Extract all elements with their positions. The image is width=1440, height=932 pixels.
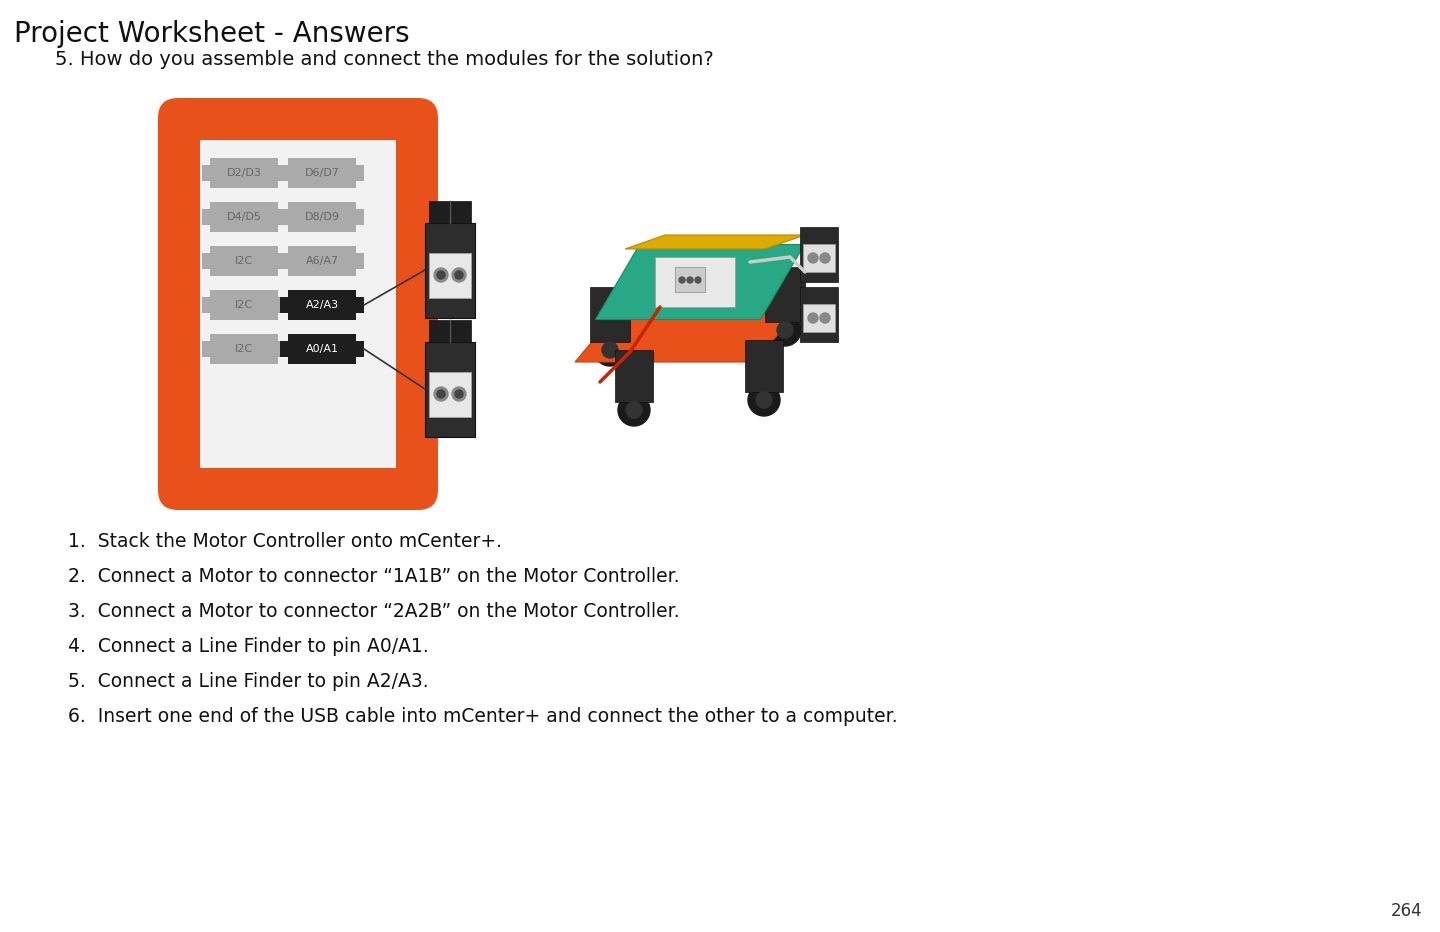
Bar [202,253,210,269]
Circle shape [618,394,649,426]
Bar [675,267,706,292]
Bar [356,165,364,181]
Bar [288,246,356,276]
Circle shape [680,277,685,283]
Text: 4.  Connect a Line Finder to pin A0/A1.: 4. Connect a Line Finder to pin A0/A1. [68,637,429,656]
Text: 3.  Connect a Motor to connector “2A2B” on the Motor Controller.: 3. Connect a Motor to connector “2A2B” o… [68,602,680,621]
Circle shape [436,390,445,398]
Bar [279,296,288,313]
Circle shape [808,253,818,263]
Bar [288,334,356,364]
Bar [279,165,288,181]
Polygon shape [575,302,805,362]
Text: A6/A7: A6/A7 [305,256,338,266]
Polygon shape [625,235,805,249]
Bar [615,350,652,402]
Bar [278,253,287,269]
Bar [210,202,278,232]
Text: 5.  Connect a Line Finder to pin A2/A3.: 5. Connect a Line Finder to pin A2/A3. [68,672,429,691]
Circle shape [433,387,448,401]
Text: D2/D3: D2/D3 [226,168,262,178]
Bar [279,253,288,269]
Polygon shape [596,244,805,320]
Bar [801,227,838,282]
FancyBboxPatch shape [158,98,438,510]
Text: A0/A1: A0/A1 [305,344,338,354]
Text: I2C: I2C [235,300,253,310]
Text: 5. How do you assemble and connect the modules for the solution?: 5. How do you assemble and connect the m… [55,50,714,69]
Bar [288,158,356,188]
Text: D4/D5: D4/D5 [226,212,262,222]
Text: D6/D7: D6/D7 [305,168,340,178]
Bar [429,372,471,417]
Bar [210,334,278,364]
Bar [202,341,210,357]
Bar [278,165,287,181]
Bar [356,209,364,226]
Circle shape [696,277,701,283]
Text: Project Worksheet - Answers: Project Worksheet - Answers [14,20,409,48]
Bar [429,320,471,341]
Circle shape [756,392,772,408]
Bar [356,296,364,313]
Circle shape [455,390,464,398]
Text: I2C: I2C [235,344,253,354]
Bar [279,209,288,226]
Bar [279,341,288,357]
Bar [425,341,475,436]
Text: 6.  Insert one end of the USB cable into mCenter+ and connect the other to a com: 6. Insert one end of the USB cable into … [68,707,897,726]
Circle shape [436,271,445,279]
Circle shape [808,313,818,323]
Bar [744,340,783,392]
Circle shape [595,334,626,366]
Bar [429,200,471,223]
Circle shape [778,322,793,338]
Text: A2/A3: A2/A3 [305,300,338,310]
Bar [210,158,278,188]
Bar [278,209,287,226]
Text: I2C: I2C [235,256,253,266]
Circle shape [452,387,467,401]
Circle shape [433,268,448,282]
Bar [655,257,734,307]
Bar [804,244,835,272]
Bar [210,246,278,276]
Bar [590,287,631,342]
Circle shape [602,342,618,358]
Text: 264: 264 [1391,902,1423,920]
Circle shape [747,384,780,416]
Bar [278,296,287,313]
Bar [202,165,210,181]
Circle shape [687,277,693,283]
Circle shape [819,313,829,323]
Bar [210,290,278,320]
Circle shape [452,268,467,282]
Bar [202,209,210,226]
Text: 2.  Connect a Motor to connector “1A1B” on the Motor Controller.: 2. Connect a Motor to connector “1A1B” o… [68,567,680,586]
Bar [425,223,475,318]
Bar [202,296,210,313]
Circle shape [626,402,642,418]
Bar [765,267,805,322]
Bar [429,253,471,297]
Circle shape [819,253,829,263]
Bar [356,253,364,269]
Bar [200,140,396,468]
Circle shape [455,271,464,279]
Bar [801,287,838,342]
Bar [288,202,356,232]
Bar [278,341,287,357]
Bar [356,341,364,357]
Text: 1.  Stack the Motor Controller onto mCenter+.: 1. Stack the Motor Controller onto mCent… [68,532,503,551]
Bar [804,304,835,332]
Circle shape [769,314,801,346]
Text: D8/D9: D8/D9 [304,212,340,222]
Bar [288,290,356,320]
